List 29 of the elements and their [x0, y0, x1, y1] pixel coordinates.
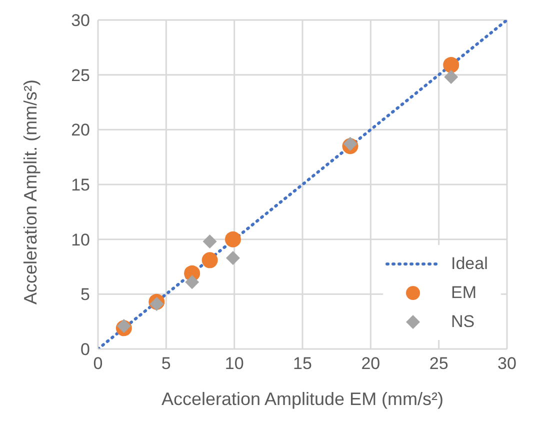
- point: [202, 252, 218, 268]
- legend-label: NS: [451, 312, 475, 332]
- x-tick-label: 10: [224, 354, 244, 374]
- x-tick-label: 0: [93, 354, 103, 374]
- x-axis-title: Acceleration Amplitude EM (mm/s²): [161, 389, 444, 409]
- y-axis-title: Acceleration Amplit. (mm/s²): [20, 79, 40, 304]
- point: [224, 231, 241, 248]
- y-tick-label: 10: [71, 230, 90, 250]
- y-tick-label: 25: [71, 66, 90, 85]
- x-tick-label: 5: [161, 354, 171, 374]
- x-tick-label: 20: [361, 354, 380, 374]
- point: [443, 56, 460, 73]
- y-tick-label: 20: [71, 120, 90, 140]
- point: [444, 70, 458, 84]
- y-tick-label: 30: [71, 11, 90, 30]
- point: [116, 318, 131, 333]
- x-tick-label: 15: [293, 354, 312, 374]
- point: [202, 234, 217, 249]
- legend-label: Ideal: [451, 254, 488, 274]
- legend-label: EM: [451, 282, 476, 302]
- x-tick-label: 30: [498, 354, 516, 374]
- y-tick-label: 5: [80, 285, 90, 304]
- point: [150, 297, 164, 312]
- y-tick-label: 15: [71, 176, 90, 195]
- x-tick-label: 25: [429, 354, 448, 374]
- point: [343, 136, 358, 151]
- point: [226, 250, 240, 265]
- point: [185, 275, 200, 290]
- y-tick-label: 0: [80, 340, 90, 360]
